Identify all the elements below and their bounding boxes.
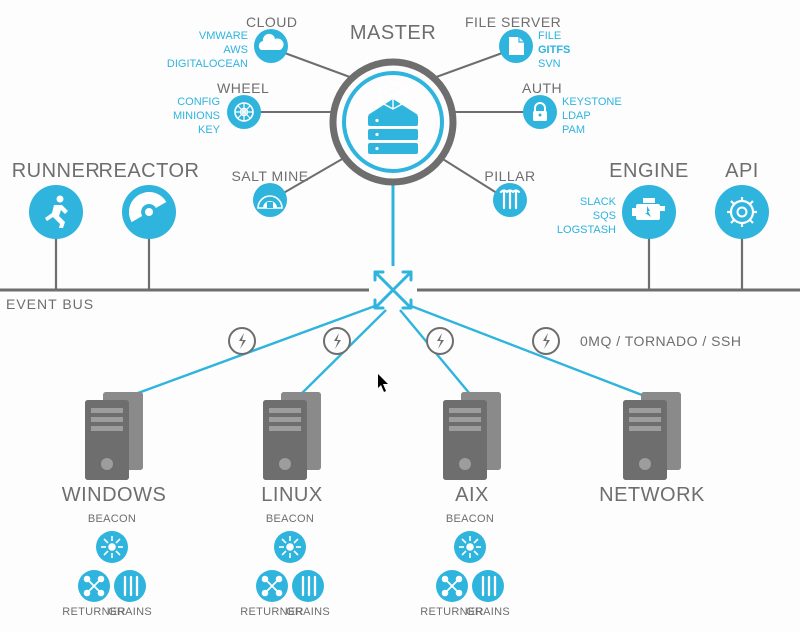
engine-label: ENGINE bbox=[609, 160, 689, 183]
master-label: MASTER bbox=[350, 22, 436, 45]
cursor-icon bbox=[378, 374, 388, 392]
reactor-label: REACTOR bbox=[99, 160, 200, 183]
transport-label: 0MQ / TORNADO / SSH bbox=[580, 333, 741, 349]
salt-mine-icon bbox=[253, 183, 287, 217]
fanout-edges bbox=[119, 306, 655, 400]
server-aix-icon bbox=[443, 392, 501, 480]
file-server-icon bbox=[499, 29, 533, 63]
beacon-label-1: BEACON bbox=[88, 513, 136, 525]
server-linux-icon bbox=[263, 392, 321, 480]
beacon-label-3: BEACON bbox=[446, 513, 494, 525]
grains-label-1: GRAINS bbox=[108, 606, 152, 618]
wheel-sub-1: MINIONS bbox=[173, 110, 220, 124]
engine-sublabels: SLACK SQS LOGSTASH bbox=[557, 196, 616, 237]
runner-label: RUNNER bbox=[12, 160, 101, 183]
server-network-icon bbox=[623, 392, 681, 480]
auth-sub-1: LDAP bbox=[562, 110, 622, 124]
api-label: API bbox=[725, 160, 759, 183]
beacon-label-2: BEACON bbox=[266, 513, 314, 525]
minion-servers bbox=[85, 392, 681, 480]
cloud-sub-0: VMWARE bbox=[167, 30, 248, 44]
auth-label: AUTH bbox=[522, 80, 562, 96]
wheel-sub-0: CONFIG bbox=[173, 96, 220, 110]
aix-label: AIX bbox=[455, 484, 489, 507]
fileserver-sub-1: GITFS bbox=[538, 44, 570, 58]
server-windows-icon bbox=[85, 392, 143, 480]
network-label: NETWORK bbox=[599, 484, 705, 507]
engine-sub-0: SLACK bbox=[557, 196, 616, 210]
wheel-sublabels: CONFIG MINIONS KEY bbox=[173, 96, 220, 137]
windows-label: WINDOWS bbox=[62, 484, 167, 507]
pillar-label: PILLAR bbox=[484, 168, 535, 184]
engine-sub-1: SQS bbox=[557, 210, 616, 224]
wheel-sub-2: KEY bbox=[173, 124, 220, 138]
fileserver-sub-0: FILE bbox=[538, 30, 570, 44]
cloud-sub-1: AWS bbox=[167, 44, 248, 58]
wheel-icon bbox=[227, 95, 261, 129]
minion-subicons bbox=[78, 531, 504, 602]
cloud-sub-2: DIGITALOCEAN bbox=[167, 58, 248, 72]
fileserver-label: FILE SERVER bbox=[465, 14, 561, 30]
architecture-diagram bbox=[0, 0, 800, 632]
auth-sub-2: PAM bbox=[562, 124, 622, 138]
fileserver-sublabels: FILE GITFS SVN bbox=[538, 30, 570, 71]
reactor-icon bbox=[122, 185, 176, 239]
cloud-sublabels: VMWARE AWS DIGITALOCEAN bbox=[167, 30, 248, 71]
cloud-icon bbox=[254, 29, 288, 63]
engine-icon bbox=[622, 185, 676, 239]
event-bus-splitter-icon bbox=[369, 266, 417, 314]
wheel-label: WHEEL bbox=[217, 80, 269, 96]
auth-sub-0: KEYSTONE bbox=[562, 96, 622, 110]
auth-icon bbox=[523, 95, 557, 129]
api-icon bbox=[715, 185, 769, 239]
runner-icon bbox=[29, 185, 83, 239]
auth-sublabels: KEYSTONE LDAP PAM bbox=[562, 96, 622, 137]
grains-label-2: GRAINS bbox=[286, 606, 330, 618]
grains-label-3: GRAINS bbox=[466, 606, 510, 618]
pillar-icon bbox=[493, 183, 527, 217]
saltmine-label: SALT MINE bbox=[231, 168, 308, 184]
linux-label: LINUX bbox=[261, 484, 322, 507]
cloud-label: CLOUD bbox=[246, 14, 298, 30]
master-node bbox=[333, 62, 453, 182]
eventbus-label: EVENT BUS bbox=[6, 296, 94, 312]
engine-sub-2: LOGSTASH bbox=[557, 224, 616, 238]
fileserver-sub-2: SVN bbox=[538, 58, 570, 72]
